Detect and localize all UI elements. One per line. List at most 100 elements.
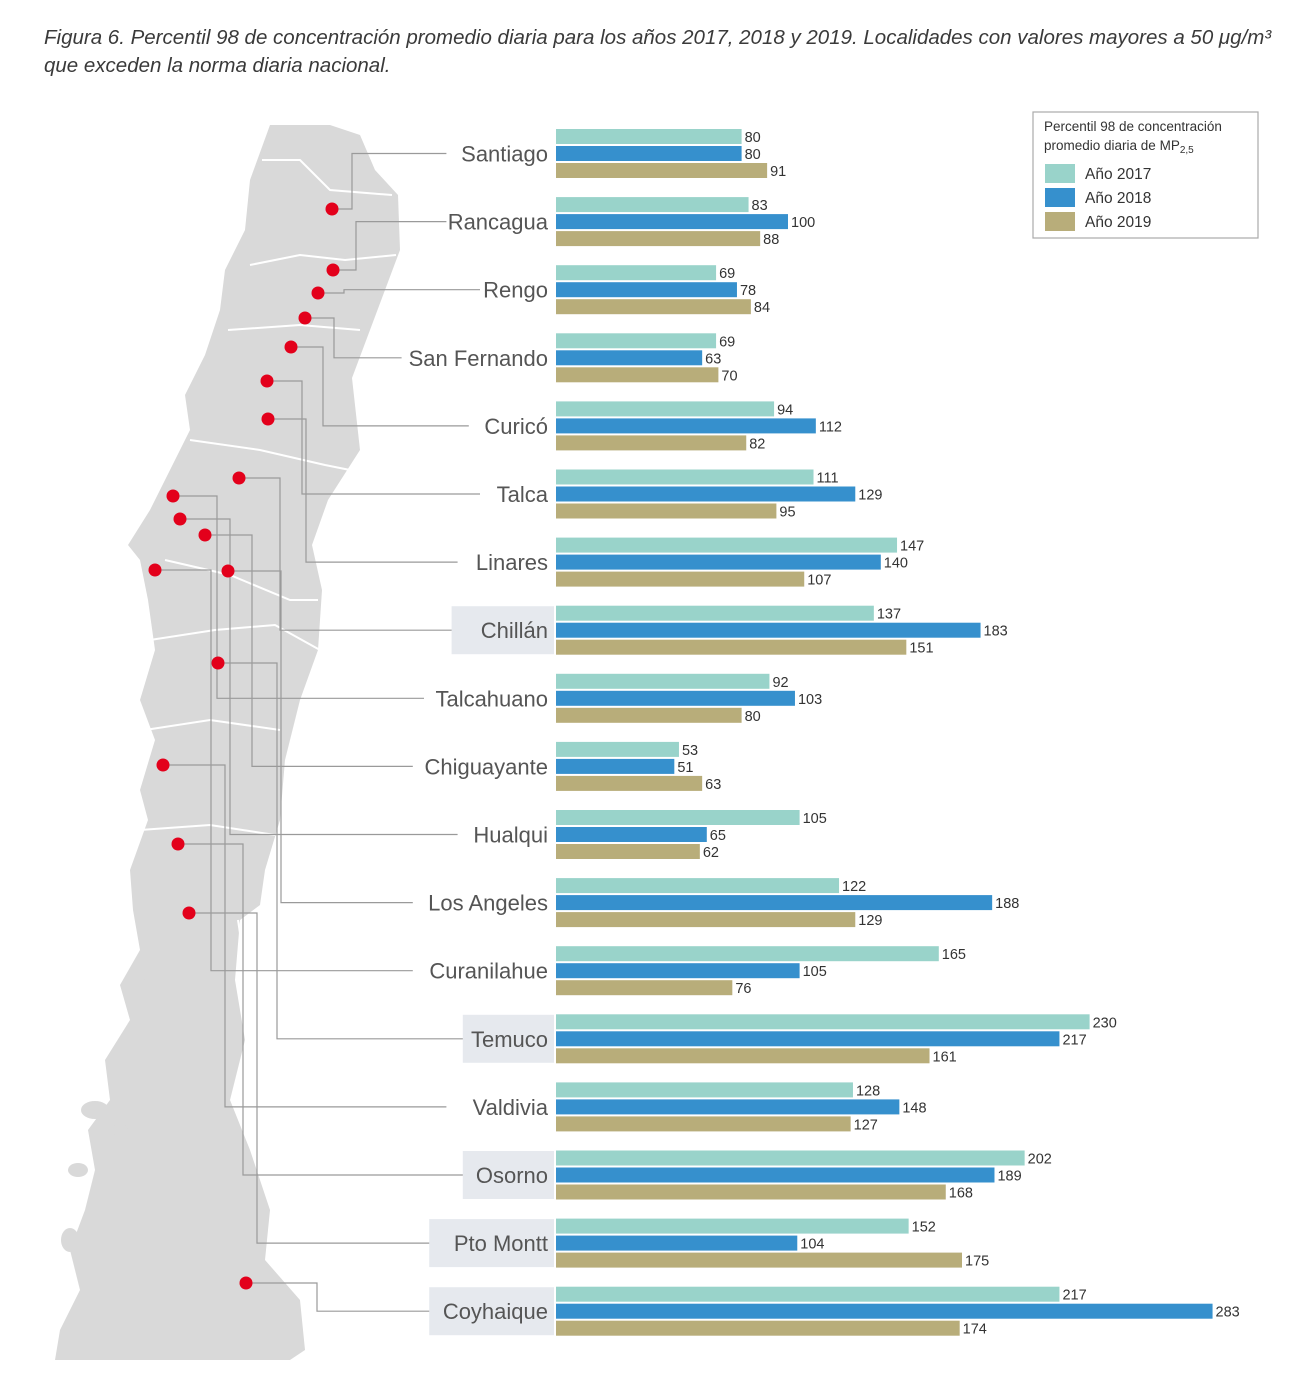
city-label-san-fernando: San Fernando <box>409 346 548 371</box>
bar-santiago-2018 <box>556 146 742 161</box>
value-label-curico-2018: 112 <box>819 419 842 435</box>
bar-linares-2018 <box>556 554 881 570</box>
bar-talcahuano-2017 <box>556 673 770 689</box>
value-label-coyhaique-2017: 217 <box>1062 1288 1086 1304</box>
value-label-chiguayante-2017: 53 <box>682 743 698 759</box>
highlight-pto-montt <box>429 1219 554 1268</box>
value-label-hualqui-2019: 62 <box>703 845 719 861</box>
city-marker <box>232 471 246 485</box>
bar-curanilahue-2018 <box>556 963 800 979</box>
leader-temuco <box>218 662 469 1040</box>
value-label-talcahuano-2017: 92 <box>772 675 788 691</box>
value-label-chiguayante-2018: 51 <box>677 760 693 776</box>
value-label-temuco-2019: 161 <box>933 1049 957 1065</box>
city-marker <box>182 906 196 920</box>
bar-osorno-2019 <box>556 1184 946 1200</box>
bar-temuco-2017 <box>556 1014 1090 1030</box>
city-marker <box>325 202 339 216</box>
leader-hualqui <box>180 518 458 836</box>
leader-osorno <box>178 843 469 1176</box>
bar-san-fernando-2017 <box>556 333 717 349</box>
city-marker <box>284 340 298 354</box>
bar-los-angeles-2019 <box>556 912 856 928</box>
value-label-talca-2017: 111 <box>817 471 839 487</box>
value-label-talca-2019: 95 <box>779 505 795 521</box>
figure-label: Figura 6. <box>44 26 125 49</box>
bar-chillan-2018 <box>556 622 981 638</box>
leader-curico <box>291 346 469 427</box>
bar-curico-2017 <box>556 401 775 417</box>
value-label-osorno-2017: 202 <box>1028 1152 1052 1168</box>
bar-pto-montt-2018 <box>556 1235 798 1251</box>
legend-swatch-2017 <box>1045 164 1075 183</box>
city-label-chillan: Chillán <box>481 618 548 643</box>
value-label-curanilahue-2017: 165 <box>942 947 966 963</box>
city-marker <box>148 563 162 577</box>
map-islands <box>61 968 167 1252</box>
bar-chiguayante-2017 <box>556 741 679 757</box>
bar-rancagua-2018 <box>556 214 788 230</box>
legend-label-2018: Año 2018 <box>1085 190 1151 207</box>
bar-talcahuano-2018 <box>556 690 795 706</box>
caption-text: Percentil 98 de concentración promedio d… <box>44 26 1272 77</box>
value-label-talcahuano-2018: 103 <box>798 692 822 708</box>
value-label-osorno-2019: 168 <box>949 1186 973 1202</box>
bar-chillan-2019 <box>556 639 907 655</box>
bar-osorno-2018 <box>556 1167 995 1183</box>
value-label-talca-2018: 129 <box>858 488 882 504</box>
value-label-san-fernando-2019: 70 <box>721 368 737 384</box>
legend-swatch-2019 <box>1045 212 1075 231</box>
bar-valdivia-2019 <box>556 1116 851 1132</box>
bar-chiguayante-2018 <box>556 758 675 774</box>
bar-los-angeles-2018 <box>556 895 993 911</box>
value-label-valdivia-2017: 128 <box>856 1083 880 1099</box>
bar-temuco-2018 <box>556 1031 1060 1047</box>
bar-san-fernando-2019 <box>556 367 719 383</box>
legend: Percentil 98 de concentración promedio d… <box>1032 111 1259 239</box>
value-label-pto-montt-2019: 175 <box>965 1254 989 1270</box>
value-label-linares-2019: 107 <box>807 573 831 589</box>
leader-rengo <box>318 289 480 294</box>
leader-curanilahue <box>155 569 413 972</box>
city-marker <box>171 837 185 851</box>
leader-valdivia <box>163 764 447 1108</box>
bar-rengo-2018 <box>556 282 737 298</box>
bar-hualqui-2017 <box>556 810 800 825</box>
city-label-santiago: Santiago <box>461 142 548 167</box>
bar-talca-2018 <box>556 486 856 502</box>
legend-swatch-2018 <box>1045 188 1075 207</box>
value-label-san-fernando-2018: 63 <box>705 351 721 367</box>
bar-linares-2017 <box>556 537 898 553</box>
city-label-curico: Curicó <box>484 414 548 439</box>
bar-valdivia-2018 <box>556 1099 900 1115</box>
bar-coyhaique-2018 <box>556 1303 1213 1319</box>
bar-valdivia-2017 <box>556 1082 853 1098</box>
value-label-los-angeles-2018: 188 <box>995 896 1019 912</box>
value-label-osorno-2018: 189 <box>997 1169 1021 1185</box>
bar-chillan-2017 <box>556 605 874 621</box>
chile-map <box>55 125 400 1360</box>
value-label-los-angeles-2019: 129 <box>858 913 882 929</box>
value-label-rancagua-2019: 88 <box>763 232 779 248</box>
label-highlights <box>429 606 554 1336</box>
bar-hualqui-2019 <box>556 844 700 859</box>
bar-talca-2019 <box>556 503 777 519</box>
value-label-rancagua-2017: 83 <box>752 198 768 214</box>
value-label-curico-2019: 82 <box>749 436 765 452</box>
legend-label-2019: Año 2019 <box>1085 214 1151 231</box>
city-label-valdivia: Valdivia <box>473 1095 549 1120</box>
bar-rengo-2019 <box>556 299 751 315</box>
bar-hualqui-2018 <box>556 827 707 842</box>
legend-title-text: promedio diaria de MP <box>1044 138 1180 153</box>
bar-group: 8080918310088697884696370941128211112995… <box>556 129 1240 1338</box>
city-marker <box>326 263 340 277</box>
leader-lines <box>155 152 480 1312</box>
bar-linares-2019 <box>556 571 805 587</box>
highlight-coyhaique <box>429 1287 554 1336</box>
value-label-valdivia-2018: 148 <box>902 1100 926 1116</box>
city-label-pto-montt: Pto Montt <box>454 1231 548 1256</box>
leader-san-fernando <box>305 317 402 359</box>
city-marker <box>239 1276 253 1290</box>
value-label-linares-2017: 147 <box>900 539 924 555</box>
